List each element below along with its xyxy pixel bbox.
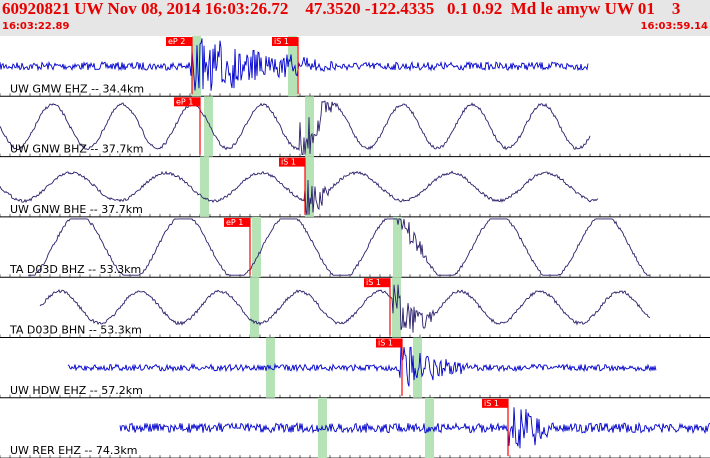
station-label: UW GNW BHE -- 37.7km [10, 203, 143, 216]
window-end-time: 16:03:59.14 [640, 21, 708, 32]
phase-pick[interactable]: iS 1 [376, 338, 403, 396]
pick-label: iS 1 [366, 278, 381, 287]
seismogram-panel[interactable]: eP 2 iS 1 UW GMW EHZ -- 34.4km eP 1 UW GNW B… [0, 36, 710, 458]
waveform-trace [0, 170, 599, 216]
pick-flag [224, 217, 250, 227]
phase-pick[interactable]: eP 1 [224, 217, 251, 276]
waveform-trace [67, 345, 657, 387]
trace-row[interactable]: eP 1 TA D03D BHZ -- 53.3km [0, 216, 710, 278]
trace-row[interactable]: iS 1 UW GNW BHE -- 37.7km [0, 156, 710, 218]
analysis-window [200, 156, 209, 217]
pick-label: eP 1 [226, 218, 243, 227]
pick-label: iS 1 [274, 37, 289, 46]
pick-label: iS 1 [484, 399, 499, 408]
trace-row[interactable]: iS 1 UW HDW EHZ -- 57.2km [0, 337, 710, 399]
pick-flag [174, 97, 200, 107]
waveform-trace [39, 284, 651, 333]
phase-pick[interactable]: iS 1 [482, 398, 509, 457]
event-summary: 60920821 UW Nov 08, 2014 16:03:26.72 47.… [2, 0, 681, 18]
analysis-window [250, 277, 259, 338]
phase-pick[interactable]: eP 1 [174, 97, 201, 155]
phase-pick[interactable]: eP 2 [166, 37, 193, 95]
station-label: UW GNW BHZ -- 37.7km [10, 143, 143, 156]
station-label: TA D03D BHZ -- 53.3km [9, 263, 141, 276]
pick-flag [376, 338, 402, 348]
waveform-trace [0, 38, 589, 91]
analysis-window [413, 337, 422, 398]
analysis-window [393, 216, 402, 278]
pick-flag [364, 278, 390, 288]
station-label: UW GMW EHZ -- 34.4km [10, 82, 144, 95]
event-header: 60920821 UW Nov 08, 2014 16:03:26.72 47.… [0, 0, 710, 36]
pick-label: eP 2 [168, 37, 185, 46]
analysis-window [204, 96, 213, 157]
pick-flag [166, 37, 192, 46]
pick-label: eP 1 [176, 97, 193, 106]
waveform-trace [28, 218, 650, 276]
trace-row[interactable]: eP 1 UW GNW BHZ -- 37.7km [0, 96, 710, 158]
pick-label: iS 1 [378, 339, 393, 348]
phase-pick[interactable]: iS 1 [364, 278, 391, 336]
station-label: UW HDW EHZ -- 57.2km [10, 384, 143, 397]
analysis-window [305, 156, 314, 217]
pick-flag [272, 37, 298, 46]
trace-row[interactable]: iS 1 TA D03D BHN -- 53.3km [0, 277, 710, 338]
pick-label: iS 1 [281, 158, 296, 167]
window-start-time: 16:03:22.89 [2, 21, 70, 32]
pick-flag [279, 157, 305, 167]
waveform-trace [0, 100, 591, 156]
phase-pick[interactable]: iS 1 [279, 157, 306, 215]
pick-flag [482, 398, 508, 408]
waveform-trace [119, 407, 710, 449]
trace-row[interactable]: iS 1 UW RER EHZ -- 74.3km [0, 397, 710, 458]
trace-row[interactable]: eP 2 iS 1 UW GMW EHZ -- 34.4km [0, 36, 710, 97]
station-label: TA D03D BHN -- 53.3km [9, 324, 142, 337]
phase-pick[interactable]: iS 1 [272, 37, 299, 95]
station-label: UW RER EHZ -- 74.3km [10, 444, 137, 457]
analysis-window [252, 216, 261, 278]
